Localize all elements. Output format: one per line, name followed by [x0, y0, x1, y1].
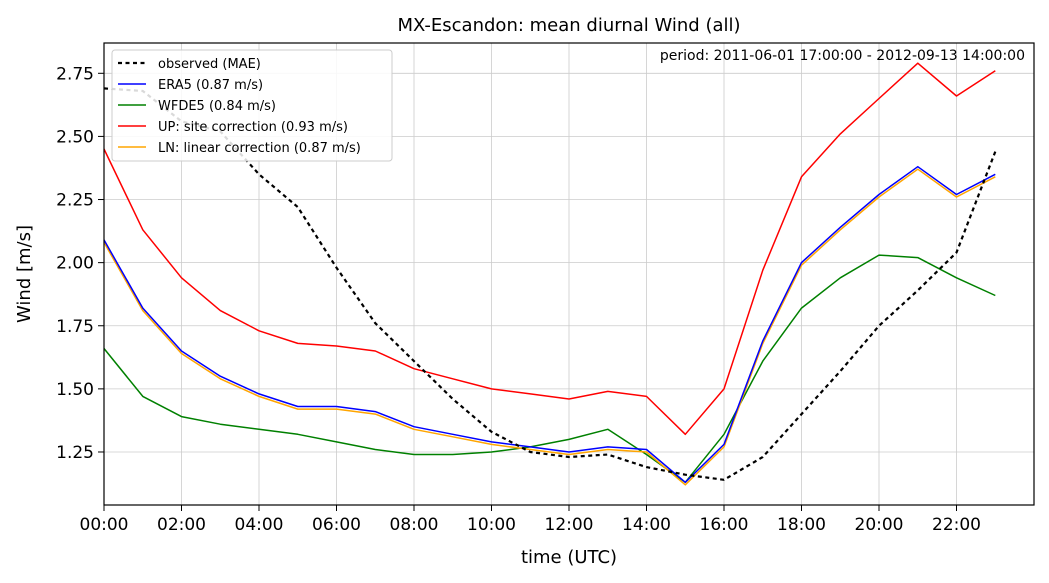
x-tick-label: 04:00 [235, 515, 284, 535]
series-line [103, 165, 996, 484]
x-tick-label: 02:00 [157, 515, 206, 535]
y-tick-label: 1.25 [56, 443, 94, 463]
legend-label: ERA5 (0.87 m/s) [158, 78, 263, 93]
y-tick-label: 2.50 [56, 127, 94, 147]
x-tick-label: 20:00 [855, 515, 904, 535]
x-tick-label: 14:00 [622, 515, 671, 535]
x-tick-label: 10:00 [467, 515, 516, 535]
legend: observed (MAE) ERA5 (0.87 m/s) WFDE5 (0.84… [111, 49, 393, 162]
period-annotation: period: 2011-06-01 17:00:00 - 2012-09-13… [660, 48, 1025, 64]
x-tick-label: 08:00 [390, 515, 439, 535]
legend-label: WFDE5 (0.84 m/s) [158, 99, 276, 114]
x-tick-label: 00:00 [80, 515, 129, 535]
x-tick-label: 18:00 [777, 515, 826, 535]
y-tick-label: 1.50 [56, 380, 94, 400]
y-tick-label: 2.25 [56, 191, 94, 211]
series-line [103, 62, 996, 436]
legend-box [111, 49, 393, 162]
series-lines [103, 62, 997, 486]
chart-title: MX-Escandon: mean diurnal Wind (all) [397, 15, 740, 36]
series-line [103, 87, 997, 481]
x-tick-label: 12:00 [545, 515, 594, 535]
x-axis-title: time (UTC) [521, 547, 617, 568]
x-tick-label: 06:00 [312, 515, 361, 535]
y-tick-label: 1.75 [56, 317, 94, 337]
y-tick-label: 2.00 [56, 254, 94, 274]
axis-ticks: 00:00 02:00 04:00 06:00 08:00 10:00 12:00 14:00… [56, 64, 981, 535]
x-tick-label: 22:00 [932, 515, 981, 535]
x-tick-label: 16:00 [700, 515, 749, 535]
legend-label: LN: linear correction (0.87 m/s) [158, 141, 361, 156]
series-line [103, 168, 996, 486]
series-line [103, 254, 996, 484]
y-tick-label: 2.75 [56, 64, 94, 84]
legend-label: observed (MAE) [158, 57, 261, 72]
y-axis-title: Wind [m/s] [14, 225, 35, 323]
legend-label: UP: site correction (0.93 m/s) [158, 120, 348, 135]
